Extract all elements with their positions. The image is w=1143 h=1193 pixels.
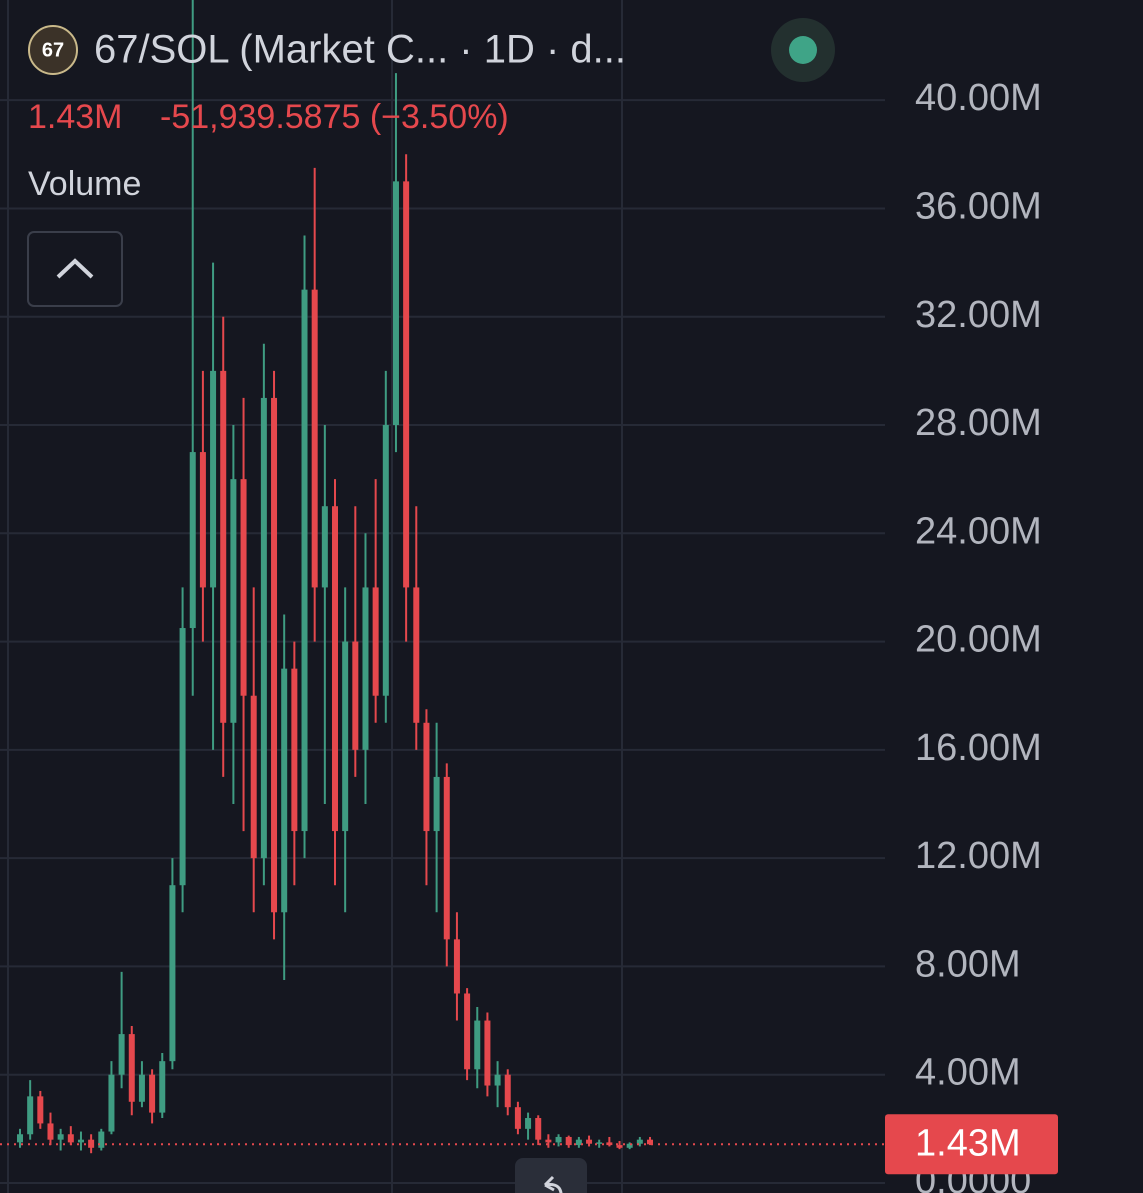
- last-price-tag-label: 1.43M: [915, 1122, 1021, 1164]
- candle-body: [169, 885, 176, 1062]
- y-tick-label: 36.00M: [915, 185, 1042, 227]
- candle-body: [332, 506, 338, 832]
- candle-body: [291, 668, 298, 832]
- reset-button[interactable]: [515, 1158, 587, 1193]
- candle-body: [108, 1074, 115, 1132]
- candle-body: [596, 1142, 603, 1144]
- candle-body: [474, 1020, 481, 1070]
- candle-body: [413, 587, 420, 723]
- candle-body: [484, 1020, 491, 1086]
- candle-body: [311, 289, 318, 588]
- candle-body: [67, 1134, 74, 1143]
- last-price: 1.43M: [28, 98, 123, 136]
- candle-body: [118, 1034, 125, 1075]
- y-tick-label: 16.00M: [915, 727, 1042, 769]
- candle-body: [281, 668, 288, 913]
- candle-body: [362, 587, 369, 750]
- logo: [28, 25, 78, 75]
- candle-body: [453, 939, 460, 994]
- candle-body: [464, 993, 471, 1070]
- chart-title: 67/SOL (Market C... · 1D · d...: [94, 28, 626, 72]
- y-tick-label: 4.00M: [915, 1052, 1021, 1094]
- candle-body: [565, 1136, 572, 1146]
- logo-text: 67: [42, 39, 64, 61]
- candle-body: [199, 452, 206, 588]
- candle-body: [250, 695, 257, 859]
- candle-body: [382, 425, 389, 696]
- candle-body: [230, 479, 237, 723]
- candle-body: [514, 1107, 521, 1129]
- candle-body: [352, 641, 359, 750]
- reset-icon: [543, 1175, 563, 1193]
- candle-body: [433, 776, 440, 832]
- candle-body: [77, 1139, 84, 1143]
- candle-body: [271, 397, 278, 913]
- candles: [17, 0, 653, 1154]
- candle-body: [17, 1134, 23, 1143]
- candle-body: [301, 289, 308, 832]
- status-dot: [789, 36, 817, 64]
- candle-body: [392, 181, 399, 426]
- candle-body: [586, 1139, 593, 1144]
- grid: 0.00004.00M8.00M12.00M16.00M20.00M24.00M…: [0, 77, 1042, 1193]
- y-tick-label: 40.00M: [915, 77, 1042, 119]
- candle-body: [128, 1034, 135, 1102]
- candle-body: [494, 1074, 501, 1086]
- candle-body: [535, 1118, 542, 1140]
- candle-body: [189, 452, 196, 629]
- candle-body: [47, 1123, 54, 1140]
- indicator-label: Volume: [28, 165, 141, 203]
- candle-body: [403, 181, 410, 588]
- y-tick-label: 8.00M: [915, 943, 1021, 985]
- candle-body: [626, 1143, 633, 1148]
- price-change: -51,939.5875 (−3.50%): [160, 98, 509, 136]
- collapse-button[interactable]: [27, 231, 123, 307]
- candle-body: [27, 1096, 34, 1135]
- candle-body: [210, 370, 217, 588]
- candle-body: [575, 1139, 582, 1146]
- candle-body: [179, 628, 186, 886]
- candle-body: [240, 479, 247, 696]
- candle-body: [138, 1074, 145, 1102]
- last-price-tag: [885, 1114, 1058, 1175]
- candle-body: [636, 1139, 643, 1144]
- candle-body: [647, 1139, 653, 1145]
- candle-body: [159, 1061, 166, 1113]
- y-tick-label: 28.00M: [915, 402, 1042, 444]
- candle-body: [37, 1096, 44, 1124]
- candle-body: [260, 397, 267, 859]
- y-tick-label: 32.00M: [915, 294, 1042, 336]
- y-tick-label: 24.00M: [915, 510, 1042, 552]
- candle-body: [555, 1136, 562, 1143]
- candle-body: [372, 587, 379, 696]
- y-tick-label: 12.00M: [915, 835, 1042, 877]
- chevron-icon: [56, 258, 94, 279]
- candle-body: [220, 370, 227, 723]
- y-tick-label: 20.00M: [915, 619, 1042, 661]
- candle-body: [149, 1074, 156, 1113]
- candle-body: [545, 1139, 552, 1143]
- candle-body: [525, 1118, 532, 1129]
- candle-body: [321, 506, 328, 588]
- overlay: 67 67/SOL (Market C... · 1D · d... 1.43M…: [0, 18, 1058, 1193]
- candle-body: [342, 641, 349, 832]
- candle-body: [57, 1134, 64, 1140]
- candle-body: [616, 1145, 623, 1148]
- candle-body: [504, 1074, 511, 1108]
- candle-body: [423, 722, 430, 832]
- candle-body: [98, 1131, 105, 1148]
- candle-body: [443, 776, 450, 940]
